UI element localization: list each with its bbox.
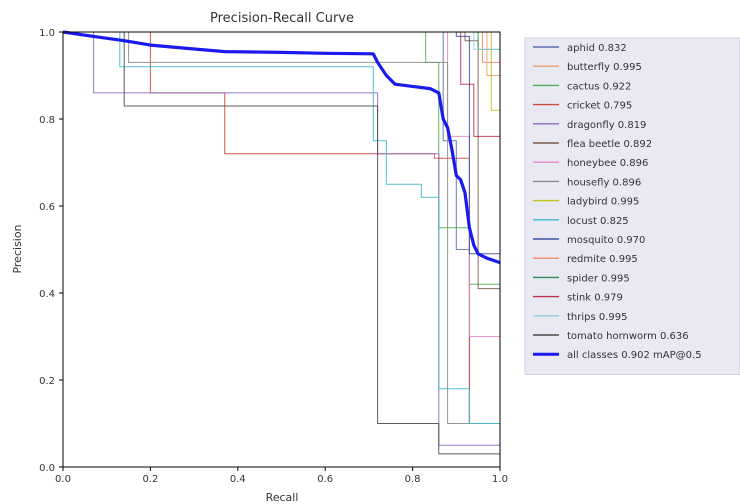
x-tick-label: 0.6 <box>317 474 333 485</box>
x-tick-label: 0.8 <box>405 474 421 485</box>
legend-entry: redmite 0.995 <box>567 254 638 265</box>
y-tick-label: 0.8 <box>39 115 55 126</box>
x-tick-label: 0.0 <box>55 474 71 485</box>
legend-entry: all classes 0.902 mAP@0.5 <box>567 350 702 361</box>
x-tick-label: 1.0 <box>492 474 508 485</box>
y-axis-label: Precision <box>11 224 24 273</box>
series-line-tomato-hornworm <box>63 31 501 467</box>
y-tick-label: 0.6 <box>39 202 55 213</box>
plot-area: 0.0 0.2 0.4 0.6 0.8 1.0 0.0 0.2 0.4 0.6 0.8 1.0 <box>39 28 508 485</box>
axes-frame <box>62 31 501 468</box>
legend: aphid 0.832 butterfly 0.995 cactus 0.922 cr… <box>524 37 740 375</box>
legend-entry: honeybee 0.896 <box>567 158 648 169</box>
y-tick-label: 0.0 <box>39 463 55 474</box>
legend-entry: housefly 0.896 <box>567 177 641 188</box>
legend-entry: tomato hornworm 0.636 <box>567 331 689 342</box>
y-tick-label: 0.2 <box>39 376 55 387</box>
y-tick-label: 1.0 <box>39 28 55 39</box>
x-axis-label: Recall <box>266 491 299 504</box>
chart-title: Precision-Recall Curve <box>210 11 354 26</box>
series-line-locust <box>63 31 501 467</box>
x-tick-label: 0.2 <box>142 474 158 485</box>
legend-entry: aphid 0.832 <box>567 43 627 54</box>
legend-entry: thrips 0.995 <box>567 312 628 323</box>
series-line-all-classes <box>62 30 501 265</box>
legend-entry: stink 0.979 <box>567 293 623 304</box>
legend-entry: ladybird 0.995 <box>567 197 639 208</box>
legend-entry: locust 0.825 <box>567 216 629 227</box>
y-tick-label: 0.4 <box>39 289 55 300</box>
x-tick-label: 0.4 <box>230 474 246 485</box>
legend-entry: cricket 0.795 <box>567 101 632 112</box>
legend-entry: cactus 0.922 <box>567 81 631 92</box>
legend-box <box>524 37 740 375</box>
legend-entry: butterfly 0.995 <box>567 62 642 73</box>
legend-entry: dragonfly 0.819 <box>567 120 646 131</box>
legend-entry: mosquito 0.970 <box>567 235 645 246</box>
legend-entry: flea beetle 0.892 <box>567 139 652 150</box>
legend-entry: spider 0.995 <box>567 273 630 284</box>
